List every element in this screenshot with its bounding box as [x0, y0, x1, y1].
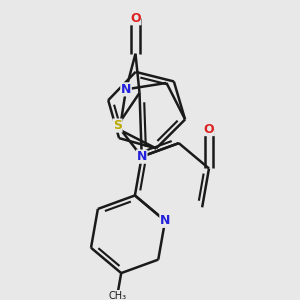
Text: S: S	[113, 119, 122, 132]
Text: N: N	[121, 83, 131, 96]
Text: O: O	[130, 12, 141, 25]
Text: CH₃: CH₃	[108, 291, 126, 300]
Text: N: N	[136, 150, 147, 163]
Text: O: O	[204, 123, 214, 136]
Text: N: N	[160, 214, 170, 227]
